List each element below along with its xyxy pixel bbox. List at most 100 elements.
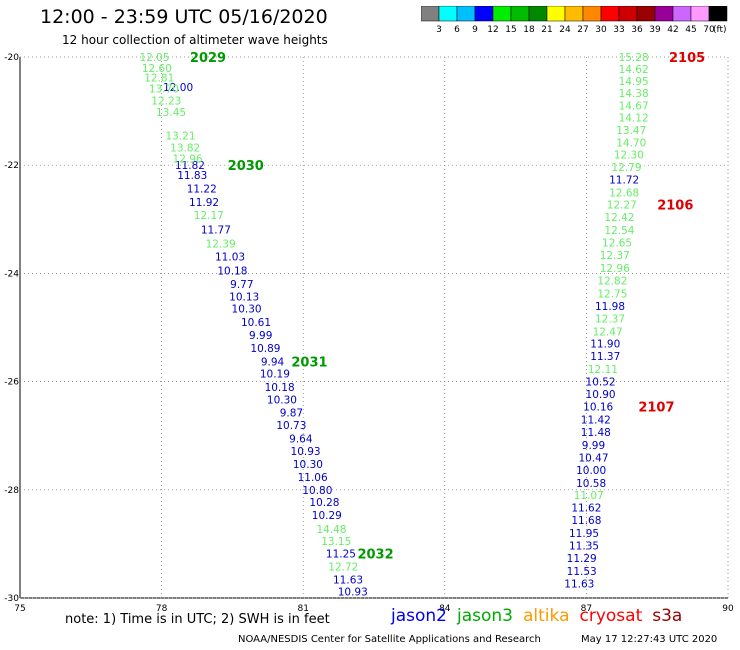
wave-height-label: 12.27 <box>607 200 637 212</box>
wave-height-label: 11.83 <box>177 170 207 182</box>
wave-height-label: 10.90 <box>586 389 616 401</box>
wave-height-label: 12.60 <box>142 63 172 75</box>
satellite-legend-item: jason3 <box>457 606 513 626</box>
wave-height-label: 12.23 <box>151 95 181 107</box>
x-tick-label: 84 <box>439 604 451 614</box>
wave-height-label: 12.30 <box>614 149 644 161</box>
wave-height-label: 9.87 <box>280 407 303 419</box>
wave-height-label: 14.38 <box>619 88 649 100</box>
wave-height-label: 9.99 <box>249 330 272 342</box>
wave-height-label: 12.42 <box>604 212 634 224</box>
wave-height-label: 10.47 <box>578 452 608 464</box>
pass-time-annotation: 2031 <box>291 356 327 371</box>
colorbar-tick-label: 9 <box>472 25 478 35</box>
pass-time-annotation: 2106 <box>657 199 693 214</box>
pass-time-annotation: 2029 <box>190 51 226 66</box>
wave-height-label: 13.45 <box>156 107 186 119</box>
wave-height-label: 13.47 <box>616 125 646 137</box>
wave-height-label: 10.93 <box>338 587 368 599</box>
pass-time-annotation: 2030 <box>228 159 264 174</box>
wave-height-label: 11.72 <box>609 174 639 186</box>
colorbar-tick-label: 42 <box>667 25 678 35</box>
wave-height-label: 10.19 <box>260 368 290 380</box>
wave-height-label: 12.39 <box>206 239 236 251</box>
wave-height-label: 11.07 <box>574 490 604 502</box>
wave-height-label: 11.25 <box>326 549 356 561</box>
wave-height-label: 12.75 <box>597 288 627 300</box>
wave-height-label: 13.21 <box>165 130 195 142</box>
colorbar-swatch <box>708 6 728 22</box>
wave-height-label: 14.67 <box>619 101 649 113</box>
wave-height-label: 14.62 <box>619 64 649 76</box>
wave-height-label: 12.37 <box>600 250 630 262</box>
wave-height-label: 11.06 <box>298 472 328 484</box>
x-tick-label: 75 <box>14 604 25 614</box>
wave-height-label: 11.63 <box>564 578 594 590</box>
colorbar-tick-label: 30 <box>595 25 607 35</box>
colorbar-unit: (ft) <box>713 25 727 35</box>
wave-height-label: 12.82 <box>597 275 627 287</box>
wave-height-label: 11.90 <box>590 339 620 351</box>
wave-height-label: 11.68 <box>571 515 601 527</box>
wave-height-label: 11.82 <box>175 160 205 172</box>
wave-height-label: 10.13 <box>229 292 259 304</box>
wave-height-label: 11.63 <box>333 575 363 587</box>
pass-time-annotation: 2032 <box>357 548 393 563</box>
y-tick-label: -28 <box>4 486 19 496</box>
wave-height-label: 10.89 <box>250 343 280 355</box>
wave-height-label: 11.95 <box>569 528 599 540</box>
pass-time-annotation: 2105 <box>669 51 705 66</box>
colorbar-tick-label: 27 <box>577 25 588 35</box>
wave-height-label: 10.30 <box>293 459 323 471</box>
colorbar-tick-label: 18 <box>523 25 535 35</box>
wave-height-label: 10.29 <box>312 510 342 522</box>
wave-height-label: 10.28 <box>309 497 339 509</box>
wave-height-label: 12.05 <box>139 52 169 64</box>
wave-height-label: 12.65 <box>602 238 632 250</box>
y-tick-label: -22 <box>4 161 19 171</box>
wave-height-label: 13.15 <box>321 536 351 548</box>
satellite-legend: jason2 jason3 altika cryosat s3a <box>391 606 692 626</box>
y-tick-label: -26 <box>4 378 19 388</box>
wave-height-label: 9.77 <box>230 279 253 291</box>
x-tick-label: 90 <box>722 604 734 614</box>
wave-height-label: 10.18 <box>265 382 295 394</box>
wave-height-label: 10.16 <box>583 401 613 413</box>
footer-note: note: 1) Time is in UTC; 2) SWH is in fe… <box>65 612 330 627</box>
wave-height-label: 15.28 <box>619 52 649 64</box>
wave-height-label: 12.47 <box>593 326 623 338</box>
wave-height-label: 11.92 <box>189 197 219 209</box>
wave-height-label: 12.81 <box>144 73 174 85</box>
wave-height-label: 12.17 <box>194 210 224 222</box>
wave-height-label: 10.61 <box>241 317 271 329</box>
y-tick-label: -30 <box>4 594 19 604</box>
wave-height-label: 13.70 <box>149 83 179 95</box>
colorbar-tick-label: 6 <box>454 25 460 35</box>
wave-height-label: 11.48 <box>581 427 611 439</box>
color-legend-bar: 3 6 9 12 15 18 21 24 27 30 33 36 39 42 45 70(ft) <box>421 6 728 35</box>
wave-height-label: 10.18 <box>217 266 247 278</box>
x-tick-label: 87 <box>581 604 592 614</box>
colorbar-tick-label: 15 <box>505 25 516 35</box>
satellite-legend-item: jason2 <box>391 606 447 626</box>
satellite-legend-item: s3a <box>652 606 683 626</box>
wave-height-label: 12.11 <box>588 364 618 376</box>
colorbar-tick-label: 39 <box>649 25 661 35</box>
wave-height-label: 12.37 <box>595 313 625 325</box>
wave-height-label: 10.73 <box>276 420 306 432</box>
colorbar-tick-label: 45 <box>685 25 696 35</box>
colorbar-tick-label: 36 <box>631 25 643 35</box>
wave-height-label: 14.95 <box>619 76 649 88</box>
wave-height-label: 14.70 <box>616 137 646 149</box>
wave-height-label: 10.52 <box>586 377 616 389</box>
wave-height-label: 11.35 <box>569 541 599 553</box>
wave-height-label: 14.12 <box>619 113 649 125</box>
colorbar-tick-label: 3 <box>436 25 442 35</box>
wave-height-label: 11.22 <box>187 183 217 195</box>
wave-height-label: 11.62 <box>571 503 601 515</box>
wave-height-label: 12.96 <box>600 263 630 275</box>
wave-height-label: 11.98 <box>595 301 625 313</box>
wave-height-label: 9.94 <box>261 357 285 369</box>
wave-height-label: 11.37 <box>590 351 620 363</box>
